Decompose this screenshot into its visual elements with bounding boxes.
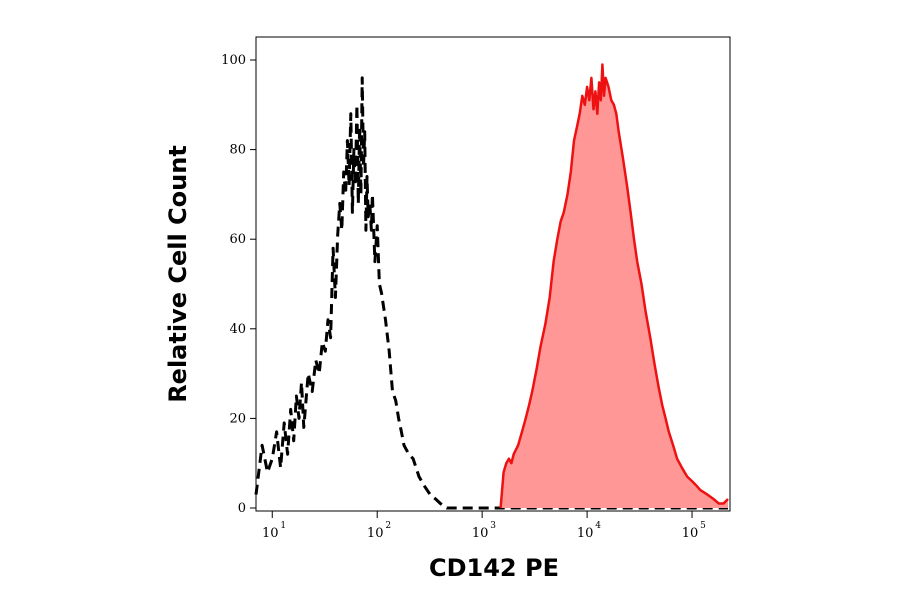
x-tick-exponent-4: 5	[700, 521, 706, 531]
x-axis-title: CD142 PE	[429, 554, 559, 582]
plot-frame	[255, 36, 731, 512]
y-tick-label-5: 100	[221, 53, 246, 68]
x-tick-label-1: 10	[367, 526, 384, 541]
x-tick-label-4: 10	[682, 526, 699, 541]
series-0-line	[254, 76, 728, 510]
y-tick-label-3: 60	[229, 232, 246, 247]
x-tick-label-3: 10	[577, 526, 594, 541]
y-tick-label-1: 20	[229, 411, 246, 426]
x-tick-exponent-0: 1	[280, 521, 286, 531]
x-tick-exponent-1: 2	[385, 521, 391, 531]
x-tick-label-0: 10	[262, 526, 279, 541]
y-tick-label-4: 80	[229, 143, 246, 158]
y-tick-label-0: 0	[238, 501, 246, 516]
y-axis-title: Relative Cell Count	[164, 145, 192, 403]
y-axis: 0 20 40 60 80 100	[221, 53, 256, 516]
x-tick-label-2: 10	[472, 526, 489, 541]
series-1-fill	[500, 64, 728, 508]
series-layer	[254, 63, 729, 510]
x-tick-exponent-3: 4	[595, 521, 601, 531]
x-axis: 10 1 10 2 10 3 10 4 10 5	[262, 511, 706, 541]
y-tick-label-2: 40	[229, 322, 246, 337]
series-1-line	[499, 63, 729, 509]
x-tick-exponent-2: 3	[490, 521, 496, 531]
